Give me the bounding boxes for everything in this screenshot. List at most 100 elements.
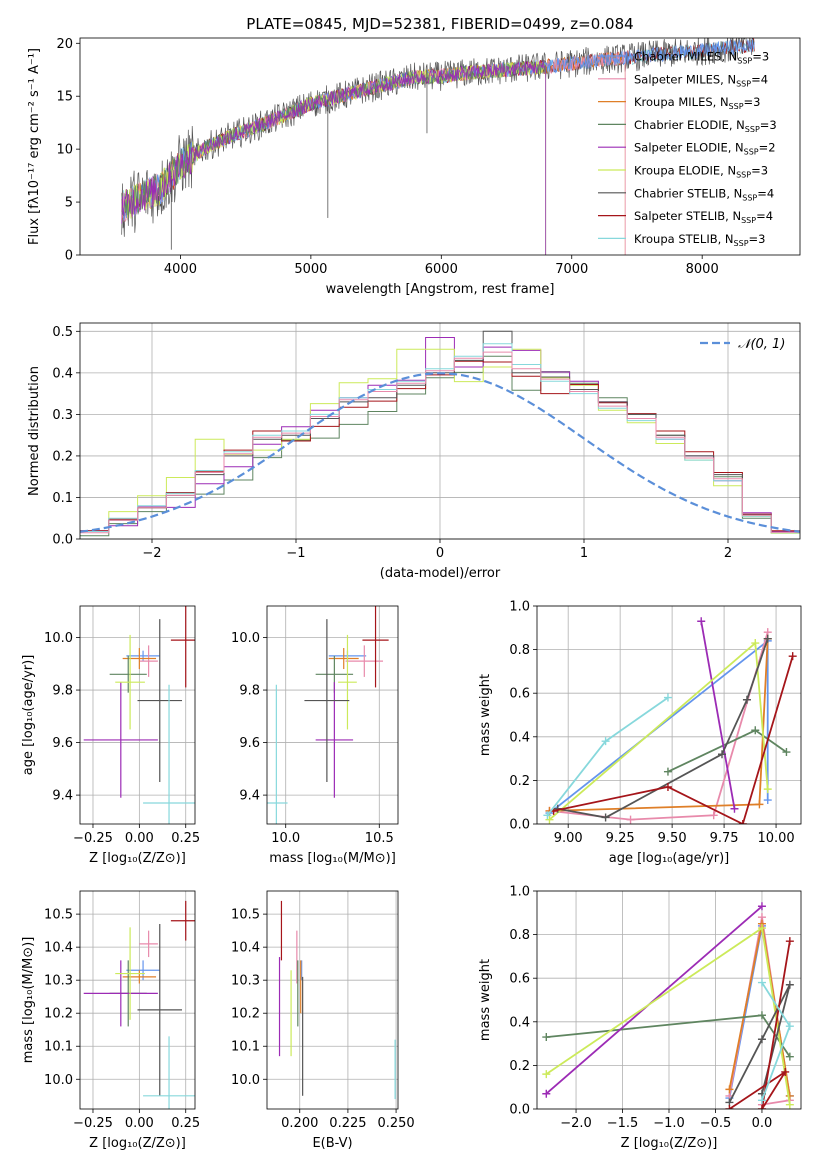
legend-label-text: Chabrier MILES, N	[634, 50, 737, 64]
x-tick-label: 0.200	[281, 1116, 318, 1131]
y-tick-label: 0	[65, 249, 73, 264]
series-line	[545, 905, 763, 1095]
x-tick-label: 9.75	[710, 831, 739, 846]
legend-label: Chabrier MILES, NSSP=3	[634, 50, 769, 66]
chart-age-vs-mass: 10.0 10.5 9.4 9.6 9.8 10.0 mass [log₁₀(M/M⊙)]	[231, 605, 399, 866]
legend-label-text: Salpeter MILES, N	[634, 72, 736, 86]
y-tick-label: 15	[56, 90, 73, 105]
x-tick-label: −0.25	[73, 1116, 113, 1131]
y-tick-label: 0.4	[509, 1015, 530, 1030]
y-tick-label: 0.4	[52, 366, 73, 381]
series-marker	[785, 1091, 794, 1100]
legend-label: Kroupa ELODIE, NSSP=3	[634, 164, 768, 180]
series-marker	[757, 1105, 766, 1109]
series-marker	[725, 1085, 734, 1094]
series-marker	[751, 639, 760, 648]
legend-normal-label: 𝒩(0, 1)	[738, 337, 785, 352]
series-line	[728, 923, 791, 1097]
series-marker	[785, 1022, 794, 1031]
y-tick-label: 0.6	[509, 972, 530, 987]
legend-label-value: =4	[756, 209, 773, 223]
y-tick-label: 0.8	[509, 928, 530, 943]
legend-label-text: Kroupa ELODIE, N	[634, 164, 736, 178]
series-marker	[751, 726, 760, 735]
x-axis-label: Z [log₁₀(Z/Z⊙)]	[621, 1136, 718, 1151]
series-marker	[763, 796, 772, 805]
y-tick-label: 1.0	[509, 600, 530, 615]
legend-label-text: Chabrier STELIB, N	[634, 186, 742, 200]
y-tick-label: 0.3	[52, 408, 73, 423]
y-tick-label: 10.2	[231, 1007, 260, 1022]
legend-label: Salpeter MILES, NSSP=4	[634, 72, 768, 88]
series-marker	[757, 1035, 766, 1044]
axes-frame	[536, 605, 802, 825]
y-tick-label: 9.8	[239, 684, 260, 699]
plot-area	[542, 902, 794, 1109]
plot-area	[121, 38, 755, 255]
x-tick-label: 1	[580, 546, 588, 561]
legend-label: Salpeter ELODIE, NSSP=2	[634, 141, 776, 157]
y-tick-label: 9.6	[239, 736, 260, 751]
y-axis-label: mass weight	[478, 959, 493, 1041]
legend-label: Chabrier ELODIE, NSSP=3	[634, 118, 777, 134]
x-tick-label: −2	[142, 546, 161, 561]
series-marker	[542, 1089, 551, 1098]
series-marker	[626, 815, 635, 824]
legend-label-value: =3	[751, 164, 768, 178]
y-tick-label: 10.4	[231, 941, 260, 956]
x-tick-label: 10.5	[365, 831, 394, 846]
legend-label-sub: SSP	[729, 102, 744, 111]
y-tick-label: 9.8	[52, 684, 73, 699]
x-tick-label: −2.0	[560, 1116, 592, 1131]
plot-area	[543, 617, 797, 824]
x-tick-label: 0.00	[125, 1116, 154, 1131]
axes-frame	[79, 37, 801, 256]
series-marker	[663, 767, 672, 776]
y-axis-label: Normed distribution	[27, 366, 42, 496]
series-marker	[785, 937, 794, 946]
legend-label-sub: SSP	[734, 239, 749, 248]
series-marker	[725, 1105, 734, 1109]
y-tick-label: 10.5	[44, 908, 73, 923]
y-tick-label: 10.4	[44, 941, 73, 956]
chart-mass-vs-Z: −0.25 0.00 0.25 10.0 10.1 10.2 10.3 10.4 10.5 Z […	[21, 890, 200, 1151]
y-tick-label: 10.5	[231, 908, 260, 923]
plot-area	[83, 900, 195, 1109]
normal-curve	[80, 372, 800, 533]
legend-label-sub: SSP	[745, 125, 760, 134]
legend-label: Kroupa MILES, NSSP=3	[634, 95, 760, 111]
x-tick-label: 0.00	[125, 831, 154, 846]
y-tick-label: 0.0	[509, 818, 530, 833]
series-marker	[757, 1096, 766, 1105]
series-line	[700, 621, 736, 809]
series-marker	[542, 1070, 551, 1079]
plot-area	[267, 606, 389, 824]
legend-label-value: =3	[760, 118, 777, 132]
x-tick-label: 4000	[164, 262, 197, 277]
series-marker	[782, 748, 791, 757]
y-tick-label: 20	[56, 37, 73, 52]
x-tick-label: 0.250	[377, 1116, 414, 1131]
series-marker	[663, 782, 672, 791]
axes-frame	[266, 890, 399, 1110]
series-marker	[709, 811, 718, 820]
histogram-step	[80, 351, 800, 534]
x-axis-label: Z [log₁₀(Z/Z⊙)]	[89, 1136, 186, 1151]
x-tick-label: −0.5	[700, 1116, 732, 1131]
legend-label-value: =3	[744, 95, 761, 109]
legend-label-sub: SSP	[742, 193, 757, 202]
series-marker	[781, 1067, 790, 1076]
legend-label-text: Salpeter STELIB, N	[634, 209, 741, 223]
series-marker	[785, 1100, 794, 1109]
y-axis-label: Flux [fλ10⁻¹⁷ erg cm⁻² s⁻¹ A⁻¹]	[27, 48, 42, 245]
series-marker	[663, 693, 672, 702]
x-axis-label: Z [log₁₀(Z/Z⊙)]	[89, 851, 186, 866]
x-tick-label: 0.0	[752, 1116, 773, 1131]
legend-label-value: =3	[749, 232, 766, 246]
x-axis-label: age [log₁₀(age/yr)]	[609, 851, 730, 866]
y-tick-label: 10.1	[231, 1040, 260, 1055]
legend-label-text: Kroupa MILES, N	[634, 95, 729, 109]
series-marker	[763, 785, 772, 794]
legend-label-sub: SSP	[737, 57, 752, 66]
